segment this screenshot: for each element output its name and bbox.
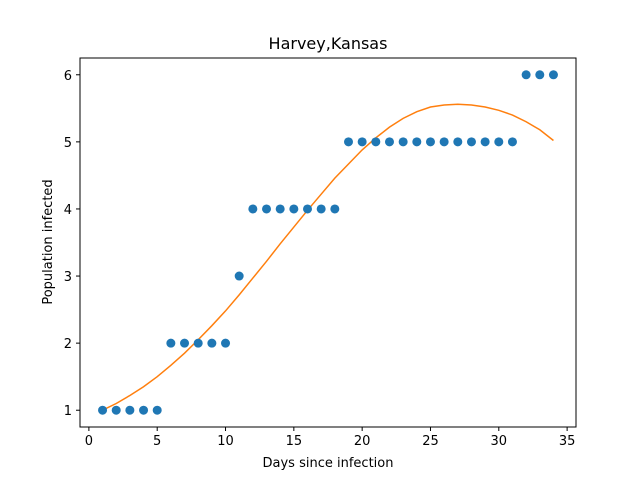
data-point	[507, 137, 517, 147]
axes-frame	[79, 57, 577, 428]
data-point	[139, 405, 149, 415]
chart-title: Harvey,Kansas	[269, 34, 388, 53]
plot-area	[98, 70, 558, 415]
data-point	[125, 405, 135, 415]
data-point	[371, 137, 381, 147]
x-axis-label: Days since infection	[263, 456, 394, 471]
y-tick-label: 5	[64, 136, 72, 151]
fit-line	[102, 103, 554, 411]
data-point	[330, 204, 340, 214]
y-tick-label: 6	[64, 69, 72, 84]
x-tick-label: 20	[354, 434, 371, 449]
data-point	[357, 137, 367, 147]
data-point	[316, 204, 326, 214]
data-point	[303, 204, 312, 214]
data-point	[521, 70, 531, 80]
data-point	[480, 137, 490, 147]
data-point	[166, 338, 176, 348]
data-point	[535, 70, 545, 80]
data-point	[234, 271, 244, 281]
data-point	[344, 137, 353, 147]
y-axis-label: Population infected	[41, 179, 56, 304]
y-tick-label: 1	[64, 404, 72, 419]
data-point	[466, 137, 476, 147]
data-point	[453, 137, 463, 147]
data-point	[152, 405, 162, 415]
data-point	[275, 204, 285, 214]
data-point	[289, 204, 299, 214]
data-point	[111, 405, 121, 415]
y-axis: 1 2 3 4 5 6	[64, 69, 80, 419]
y-tick-label: 4	[64, 203, 72, 218]
data-point	[98, 405, 108, 415]
data-point	[494, 137, 504, 147]
x-tick-label: 30	[491, 434, 508, 449]
data-point	[180, 338, 190, 348]
data-point	[193, 338, 203, 348]
data-point	[548, 70, 558, 80]
x-tick-label: 10	[217, 434, 234, 449]
y-tick-label: 2	[64, 337, 72, 352]
x-axis: 0 5 10 15 20 25 30 35	[85, 427, 576, 449]
data-point	[439, 137, 449, 147]
x-tick-label: 0	[85, 434, 93, 449]
data-point	[425, 137, 435, 147]
data-point	[262, 204, 272, 214]
data-point	[384, 137, 394, 147]
data-point	[398, 137, 408, 147]
data-point	[207, 338, 217, 348]
x-tick-label: 15	[286, 434, 303, 449]
x-tick-label: 25	[422, 434, 439, 449]
data-point	[412, 137, 422, 147]
x-tick-label: 5	[153, 434, 161, 449]
x-tick-label: 35	[559, 434, 576, 449]
data-point	[221, 338, 231, 348]
data-point	[248, 204, 258, 214]
y-tick-label: 3	[64, 270, 72, 285]
